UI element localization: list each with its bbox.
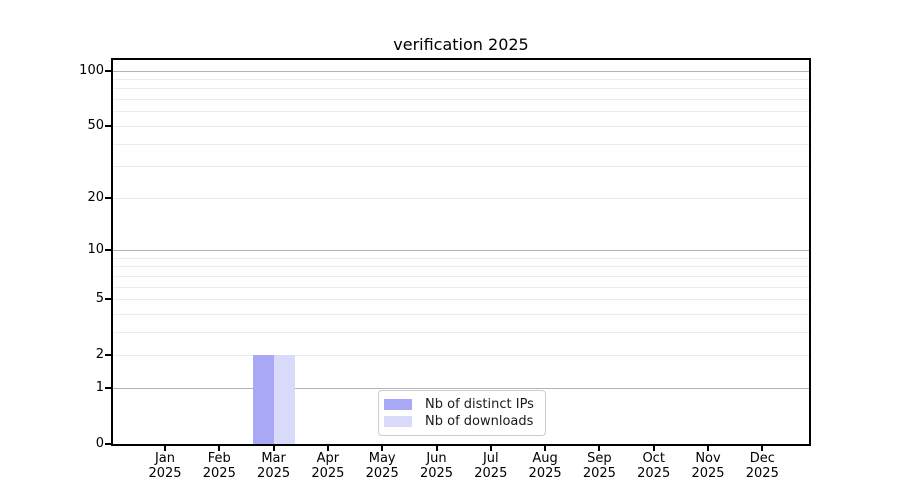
gridline-minor-3 bbox=[113, 331, 809, 333]
y-tick-0 bbox=[105, 443, 111, 445]
month-name: Oct bbox=[642, 451, 665, 466]
gridline-minor-9 bbox=[113, 257, 809, 259]
month-name: Mar bbox=[261, 451, 286, 466]
x-tick-Jun-2025 bbox=[435, 446, 438, 451]
x-tick-Oct-2025 bbox=[652, 446, 655, 451]
bar-nb-of-distinct-ips-Mar-2025 bbox=[252, 355, 274, 444]
gridline-minor-40 bbox=[113, 143, 809, 145]
gridline-major-10 bbox=[113, 249, 809, 251]
x-tick-label-Mar-2025: Mar 2025 bbox=[242, 451, 306, 481]
month-name: Jul bbox=[482, 451, 499, 466]
month-year: 2025 bbox=[528, 466, 562, 481]
y-tick-100 bbox=[105, 69, 111, 72]
x-tick-Feb-2025 bbox=[218, 446, 221, 451]
x-tick-label-May-2025: May 2025 bbox=[350, 451, 414, 481]
month-name: Jun bbox=[426, 451, 447, 466]
x-tick-Dec-2025 bbox=[761, 446, 764, 451]
gridline-minor-70 bbox=[113, 99, 809, 100]
y-tick-10 bbox=[105, 248, 111, 251]
month-name: Sep bbox=[587, 451, 612, 466]
gridline-minor-6 bbox=[113, 286, 809, 288]
legend-label-downloads: Nb of downloads bbox=[425, 414, 534, 429]
y-tick-label-0: 0 bbox=[95, 436, 104, 451]
month-year: 2025 bbox=[202, 466, 236, 481]
y-tick-1 bbox=[105, 386, 111, 389]
chart-title: verification 2025 bbox=[393, 35, 529, 54]
month-name: Jan bbox=[154, 451, 176, 466]
month-name: Dec bbox=[749, 451, 775, 466]
x-tick-label-Aug-2025: Aug 2025 bbox=[513, 451, 577, 481]
gridline-minor-8 bbox=[113, 266, 809, 268]
x-tick-Jul-2025 bbox=[489, 446, 492, 451]
gridline-minor-5 bbox=[113, 299, 809, 300]
gridline-minor-60 bbox=[113, 111, 809, 113]
x-tick-Jan-2025 bbox=[164, 446, 166, 451]
legend-swatch-downloads bbox=[384, 416, 412, 427]
gridline-minor-20 bbox=[113, 197, 809, 199]
gridline-minor-30 bbox=[113, 166, 809, 168]
month-name: Feb bbox=[207, 451, 231, 466]
gridline-minor-80 bbox=[113, 88, 809, 90]
gridline-minor-90 bbox=[113, 78, 809, 80]
x-tick-label-Nov-2025: Nov 2025 bbox=[676, 451, 740, 481]
month-year: 2025 bbox=[257, 466, 291, 481]
y-tick-label-100: 100 bbox=[79, 62, 104, 78]
y-tick-label-5: 5 bbox=[95, 291, 104, 306]
x-tick-label-Jun-2025: Jun 2025 bbox=[405, 451, 469, 481]
y-tick-label-50: 50 bbox=[87, 117, 104, 133]
gridline-minor-4 bbox=[113, 313, 809, 315]
month-year: 2025 bbox=[582, 466, 616, 481]
month-year: 2025 bbox=[419, 466, 454, 481]
month-year: 2025 bbox=[148, 466, 182, 481]
gridline-minor-7 bbox=[113, 275, 809, 277]
x-tick-label-Feb-2025: Feb 2025 bbox=[187, 451, 251, 481]
month-year: 2025 bbox=[691, 466, 725, 481]
legend: Nb of distinct IPs Nb of downloads bbox=[378, 390, 546, 436]
legend-swatch-distinct-ips bbox=[384, 399, 412, 410]
y-tick-label-10: 10 bbox=[87, 241, 104, 257]
x-tick-label-Oct-2025: Oct 2025 bbox=[622, 451, 686, 481]
month-year: 2025 bbox=[474, 466, 508, 481]
x-tick-Nov-2025 bbox=[707, 446, 709, 451]
x-tick-Apr-2025 bbox=[326, 446, 329, 451]
month-year: 2025 bbox=[365, 466, 399, 481]
x-tick-Mar-2025 bbox=[272, 446, 275, 451]
gridline-major-100 bbox=[113, 70, 809, 72]
x-tick-label-Apr-2025: Apr 2025 bbox=[296, 451, 360, 481]
month-year: 2025 bbox=[311, 466, 345, 481]
y-tick-label-1: 1 bbox=[95, 379, 104, 395]
month-name: May bbox=[368, 451, 396, 466]
x-tick-label-Jan-2025: Jan 2025 bbox=[133, 451, 197, 481]
y-tick-2 bbox=[105, 354, 111, 357]
month-year: 2025 bbox=[745, 466, 779, 481]
bar-nb-of-downloads-Mar-2025 bbox=[273, 355, 295, 444]
y-tick-50 bbox=[105, 124, 111, 127]
month-name: Apr bbox=[316, 451, 340, 466]
gridline-minor-50 bbox=[113, 125, 809, 127]
gridline-minor-2 bbox=[113, 355, 809, 357]
month-year: 2025 bbox=[637, 466, 671, 481]
legend-entry-downloads: Nb of downloads bbox=[384, 413, 537, 430]
legend-label-distinct-ips: Nb of distinct IPs bbox=[425, 397, 534, 412]
x-tick-May-2025 bbox=[381, 446, 384, 451]
month-name: Nov bbox=[695, 451, 721, 466]
y-tick-label-2: 2 bbox=[95, 347, 104, 363]
x-tick-label-Jul-2025: Jul 2025 bbox=[459, 451, 523, 481]
y-tick-label-20: 20 bbox=[87, 189, 104, 205]
x-tick-Sep-2025 bbox=[598, 446, 601, 451]
x-tick-label-Dec-2025: Dec 2025 bbox=[730, 451, 794, 481]
gridline-major-1 bbox=[113, 387, 809, 389]
plot-area: Nb of distinct IPs Nb of downloads bbox=[111, 58, 811, 446]
y-tick-20 bbox=[105, 196, 111, 199]
x-tick-Aug-2025 bbox=[544, 446, 547, 451]
month-name: Aug bbox=[532, 451, 558, 466]
y-tick-5 bbox=[105, 298, 111, 300]
x-tick-label-Sep-2025: Sep 2025 bbox=[567, 451, 631, 481]
legend-entry-distinct-ips: Nb of distinct IPs bbox=[384, 396, 537, 413]
